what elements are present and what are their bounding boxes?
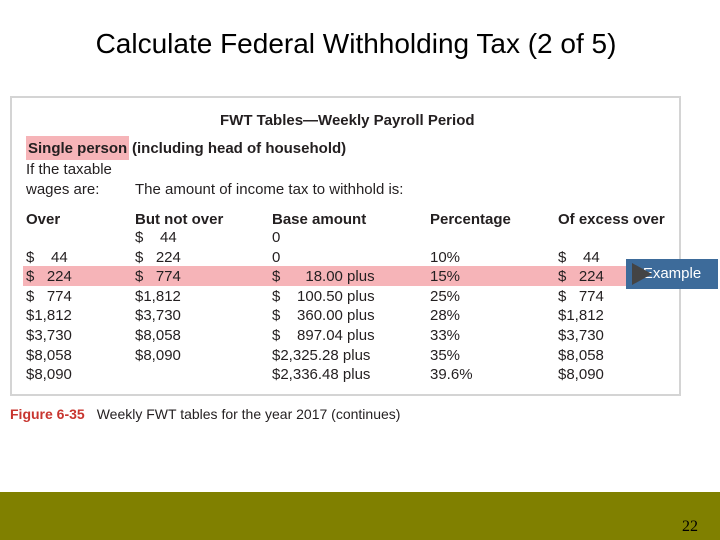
table-cell-over: $ 44 (26, 248, 68, 266)
figure-number: Figure 6-35 (10, 406, 85, 422)
page-number: 22 (682, 518, 698, 535)
figure-caption-text: Weekly FWT tables for the year 2017 (con… (96, 406, 401, 422)
if-taxable-label-2: wages are: (26, 181, 100, 198)
table-cell-base-amount: $ 100.50 plus (272, 287, 375, 305)
table-cell-of-excess-over: $8,090 (558, 366, 604, 384)
table-cell-base-amount: $ 18.00 plus (272, 268, 375, 286)
table-heading: FWT Tables—Weekly Payroll Period (220, 112, 475, 129)
table-cell-but-not-over: $ 224 (135, 248, 181, 266)
table-cell-but-not-over: $8,090 (135, 346, 181, 364)
table-cell-over: $ 224 (26, 268, 72, 286)
table-cell-of-excess-over: $8,058 (558, 346, 604, 364)
table-cell-percentage: 15% (430, 268, 461, 286)
figure-caption: Figure 6-35 Weekly FWT tables for the yea… (10, 406, 400, 422)
table-cell-base-amount: 0 (272, 248, 281, 266)
table-cell-but-not-over: $8,058 (135, 327, 181, 344)
table-cell-over: $8,058 (26, 346, 72, 364)
table-cell-over: $1,812 (26, 307, 72, 325)
example-button-label: Example (642, 265, 702, 282)
table-cell-base-amount: $2,336.48 plus (272, 366, 371, 384)
table-cell-percentage: 33% (430, 327, 461, 344)
if-taxable-label-1: If the taxable (26, 161, 112, 178)
footer-bar: 22 (0, 492, 720, 540)
table-cell-but-not-over: $3,730 (135, 307, 181, 325)
table-cell-but-not-over: $ 44 (135, 229, 177, 246)
table-cell-percentage: 25% (430, 287, 461, 305)
column-header-but-not-over: But not over (135, 211, 224, 228)
table-cell-of-excess-over: $1,812 (558, 307, 604, 325)
table-cell-over: $3,730 (26, 327, 72, 344)
table-cell-percentage: 35% (430, 346, 461, 364)
column-header-percentage: Percentage (430, 211, 511, 228)
play-arrow-icon (632, 263, 652, 285)
table-cell-of-excess-over: $ 44 (558, 248, 600, 266)
column-header-of-excess-over: Of excess over (558, 211, 665, 228)
table-cell-but-not-over: $ 774 (135, 268, 181, 286)
table-cell-but-not-over: $1,812 (135, 287, 181, 305)
table-cell-base-amount: 0 (272, 229, 281, 246)
table-cell-base-amount: $ 360.00 plus (272, 307, 375, 325)
single-person-label: Single person (26, 136, 130, 160)
including-label: (including head of household) (132, 140, 347, 157)
fwt-table-panel: FWT Tables—Weekly Payroll Period Single … (10, 96, 681, 396)
amount-withhold-label: The amount of income tax to withhold is: (135, 181, 404, 198)
table-cell-percentage: 39.6% (430, 366, 473, 384)
table-cell-of-excess-over: $ 774 (558, 287, 604, 305)
highlighted-row-band (23, 266, 633, 286)
table-cell-over: $8,090 (26, 366, 72, 384)
slide-title: Calculate Federal Withholding Tax (2 of … (95, 28, 617, 59)
table-cell-of-excess-over: $ 224 (558, 268, 604, 286)
table-cell-percentage: 10% (430, 248, 461, 266)
table-cell-base-amount: $2,325.28 plus (272, 346, 371, 364)
table-cell-percentage: 28% (430, 307, 461, 325)
table-cell-over: $ 774 (26, 287, 72, 305)
table-cell-of-excess-over: $3,730 (558, 327, 604, 344)
column-header-over: Over (26, 211, 61, 228)
column-header-base-amount: Base amount (272, 211, 367, 228)
table-cell-base-amount: $ 897.04 plus (272, 327, 375, 344)
